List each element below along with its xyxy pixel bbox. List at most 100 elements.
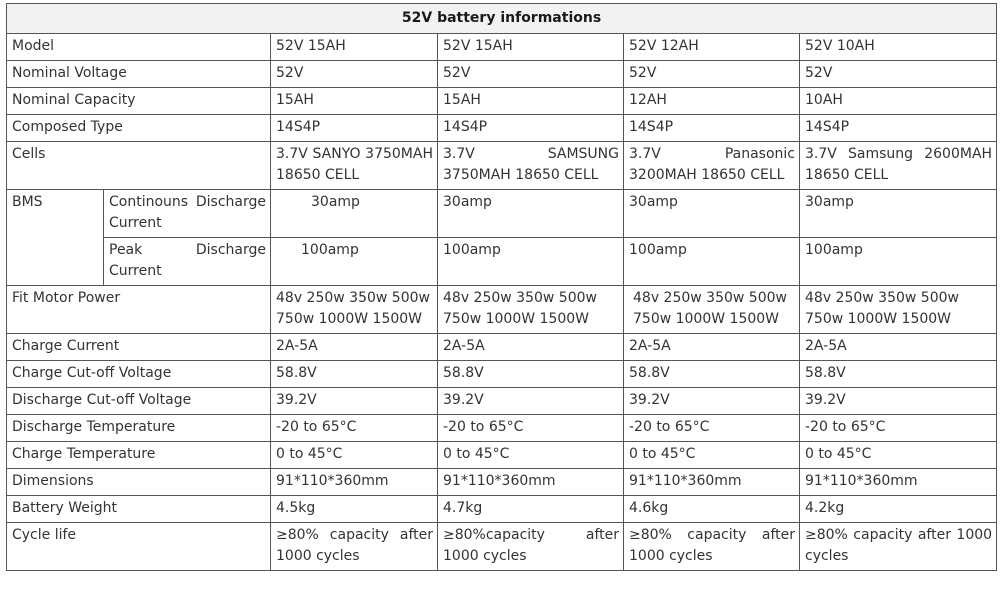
- table-cell: 100amp: [437, 237, 624, 286]
- table-cell: 4.5kg: [270, 495, 438, 523]
- table-row-bms-continuous: BMS Continouns Discharge Current 30amp 3…: [6, 189, 998, 286]
- table-title: 52V battery informations: [5, 3, 998, 34]
- table-cell: 52V: [623, 60, 800, 88]
- table-cell: 52V: [270, 60, 438, 88]
- table-row-charge-current: Charge Current 2A-5A 2A-5A 2A-5A 2A-5A: [6, 333, 998, 361]
- table-row-composed-type: Composed Type 14S4P 14S4P 14S4P 14S4P: [6, 114, 998, 142]
- table-cell: 91*110*360mm: [623, 468, 800, 496]
- table-cell: 52V: [798, 60, 998, 88]
- table-cell: 14S4P: [623, 114, 800, 142]
- table-row-nominal-voltage: Nominal Voltage 52V 52V 52V 52V: [6, 60, 998, 88]
- row-label: Cells: [6, 141, 271, 190]
- table-cell: 4.7kg: [437, 495, 624, 523]
- table-cell: 58.8V: [798, 360, 998, 388]
- table-cell: 48v 250w 350w 500w 750w 1000W 1500W: [798, 285, 998, 334]
- table-cell: 48v 250w 350w 500w 750w 1000W 1500W: [270, 285, 438, 334]
- table-cell: 2A-5A: [798, 333, 998, 361]
- table-cell: 4.2kg: [798, 495, 998, 523]
- row-label: Dimensions: [6, 468, 271, 496]
- table-cell: 2A-5A: [437, 333, 624, 361]
- table-cell: 48v 250w 350w 500w 750w 1000W 1500W: [437, 285, 624, 334]
- table-cell: -20 to 65°C: [623, 414, 800, 442]
- table-cell: 100amp: [798, 237, 998, 286]
- table-cell: 91*110*360mm: [798, 468, 998, 496]
- table-row-discharge-cutoff: Discharge Cut-off Voltage 39.2V 39.2V 39…: [6, 387, 998, 415]
- table-cell: 0 to 45°C: [798, 441, 998, 469]
- table-row-model: Model 52V 15AH 52V 15AH 52V 12AH 52V 10A…: [6, 33, 998, 61]
- table-row-nominal-capacity: Nominal Capacity 15AH 15AH 12AH 10AH: [6, 87, 998, 115]
- table-row-charge-temp: Charge Temperature 0 to 45°C 0 to 45°C 0…: [6, 441, 998, 469]
- table-cell: 3.7V Samsung 2600MAH 18650 CELL: [798, 141, 998, 190]
- table-cell: 3.7V SANYO 3750MAH 18650 CELL: [270, 141, 438, 190]
- table-cell: 2A-5A: [623, 333, 800, 361]
- table-cell: 39.2V: [623, 387, 800, 415]
- table-cell: -20 to 65°C: [270, 414, 438, 442]
- table-cell: 15AH: [437, 87, 624, 115]
- table-cell: 14S4P: [798, 114, 998, 142]
- table-cell: 39.2V: [270, 387, 438, 415]
- row-label: Discharge Cut-off Voltage: [6, 387, 271, 415]
- table-cell: 39.2V: [798, 387, 998, 415]
- table-cell: 39.2V: [437, 387, 624, 415]
- table-row-discharge-temp: Discharge Temperature -20 to 65°C -20 to…: [6, 414, 998, 442]
- row-label: Battery Weight: [6, 495, 271, 523]
- table-row-cycle-life: Cycle life ≥80% capacity after 1000 cycl…: [6, 522, 998, 571]
- table-cell: 30amp: [437, 189, 624, 238]
- row-label: Model: [6, 33, 271, 61]
- table-row-charge-cutoff: Charge Cut-off Voltage 58.8V 58.8V 58.8V…: [6, 360, 998, 388]
- row-label-bms: BMS: [6, 189, 104, 286]
- table-cell: 30amp: [623, 189, 800, 238]
- table-cell: 48v 250w 350w 500w 750w 1000W 1500W: [623, 285, 800, 334]
- table-cell: 0 to 45°C: [623, 441, 800, 469]
- table-cell: 30amp: [798, 189, 998, 238]
- table-cell: 10AH: [798, 87, 998, 115]
- spec-table-wrapper: 52V battery informations Model 52V 15AH …: [5, 3, 998, 571]
- row-label: Charge Cut-off Voltage: [6, 360, 271, 388]
- table-cell: 12AH: [623, 87, 800, 115]
- table-cell: 0 to 45°C: [437, 441, 624, 469]
- row-label: Fit Motor Power: [6, 285, 271, 334]
- table-cell: 100amp: [270, 237, 438, 286]
- table-cell: -20 to 65°C: [437, 414, 624, 442]
- table-cell: 3.7V Panasonic 3200MAH 18650 CELL: [623, 141, 800, 190]
- row-label: Composed Type: [6, 114, 271, 142]
- row-label: Charge Temperature: [6, 441, 271, 469]
- table-cell: 91*110*360mm: [270, 468, 438, 496]
- table-cell: -20 to 65°C: [798, 414, 998, 442]
- table-cell: 0 to 45°C: [270, 441, 438, 469]
- table-cell: 52V 15AH: [437, 33, 624, 61]
- row-label: Cycle life: [6, 522, 271, 571]
- table-title-row: 52V battery informations: [5, 3, 998, 34]
- table-cell: 52V: [437, 60, 624, 88]
- table-cell: 52V 12AH: [623, 33, 800, 61]
- table-cell: 14S4P: [437, 114, 624, 142]
- table-cell: 4.6kg: [623, 495, 800, 523]
- row-label: Discharge Temperature: [6, 414, 271, 442]
- row-sublabel: Continouns Discharge Current: [103, 189, 271, 238]
- table-cell: 52V 10AH: [798, 33, 998, 61]
- table-row-battery-weight: Battery Weight 4.5kg 4.7kg 4.6kg 4.2kg: [6, 495, 998, 523]
- table-cell: 2A-5A: [270, 333, 438, 361]
- row-sublabel: Peak Discharge Current: [103, 237, 271, 286]
- table-row-fit-motor-power: Fit Motor Power 48v 250w 350w 500w 750w …: [6, 285, 998, 334]
- table-row-bms-peak: Peak Discharge Current 100amp 100amp 100…: [7, 237, 998, 286]
- table-cell: 14S4P: [270, 114, 438, 142]
- table-cell: 15AH: [270, 87, 438, 115]
- table-cell: ≥80% capacity after 1000 cycles: [798, 522, 998, 571]
- table-cell: 91*110*360mm: [437, 468, 624, 496]
- table-cell: 58.8V: [437, 360, 624, 388]
- table-cell: ≥80% capacity after 1000 cycles: [270, 522, 438, 571]
- table-cell: ≥80% capacity after 1000 cycles: [623, 522, 800, 571]
- table-row-dimensions: Dimensions 91*110*360mm 91*110*360mm 91*…: [6, 468, 998, 496]
- table-cell: 52V 15AH: [270, 33, 438, 61]
- table-cell: 3.7V SAMSUNG 3750MAH 18650 CELL: [437, 141, 624, 190]
- battery-spec-table: 52V battery informations Model 52V 15AH …: [5, 3, 998, 571]
- table-row-cells: Cells 3.7V SANYO 3750MAH 18650 CELL 3.7V…: [6, 141, 998, 190]
- table-cell: ≥80%capacity after 1000 cycles: [437, 522, 624, 571]
- row-label: Nominal Voltage: [6, 60, 271, 88]
- table-cell: 30amp: [270, 189, 438, 238]
- table-cell: 58.8V: [623, 360, 800, 388]
- row-label: Charge Current: [6, 333, 271, 361]
- table-cell: 58.8V: [270, 360, 438, 388]
- row-label: Nominal Capacity: [6, 87, 271, 115]
